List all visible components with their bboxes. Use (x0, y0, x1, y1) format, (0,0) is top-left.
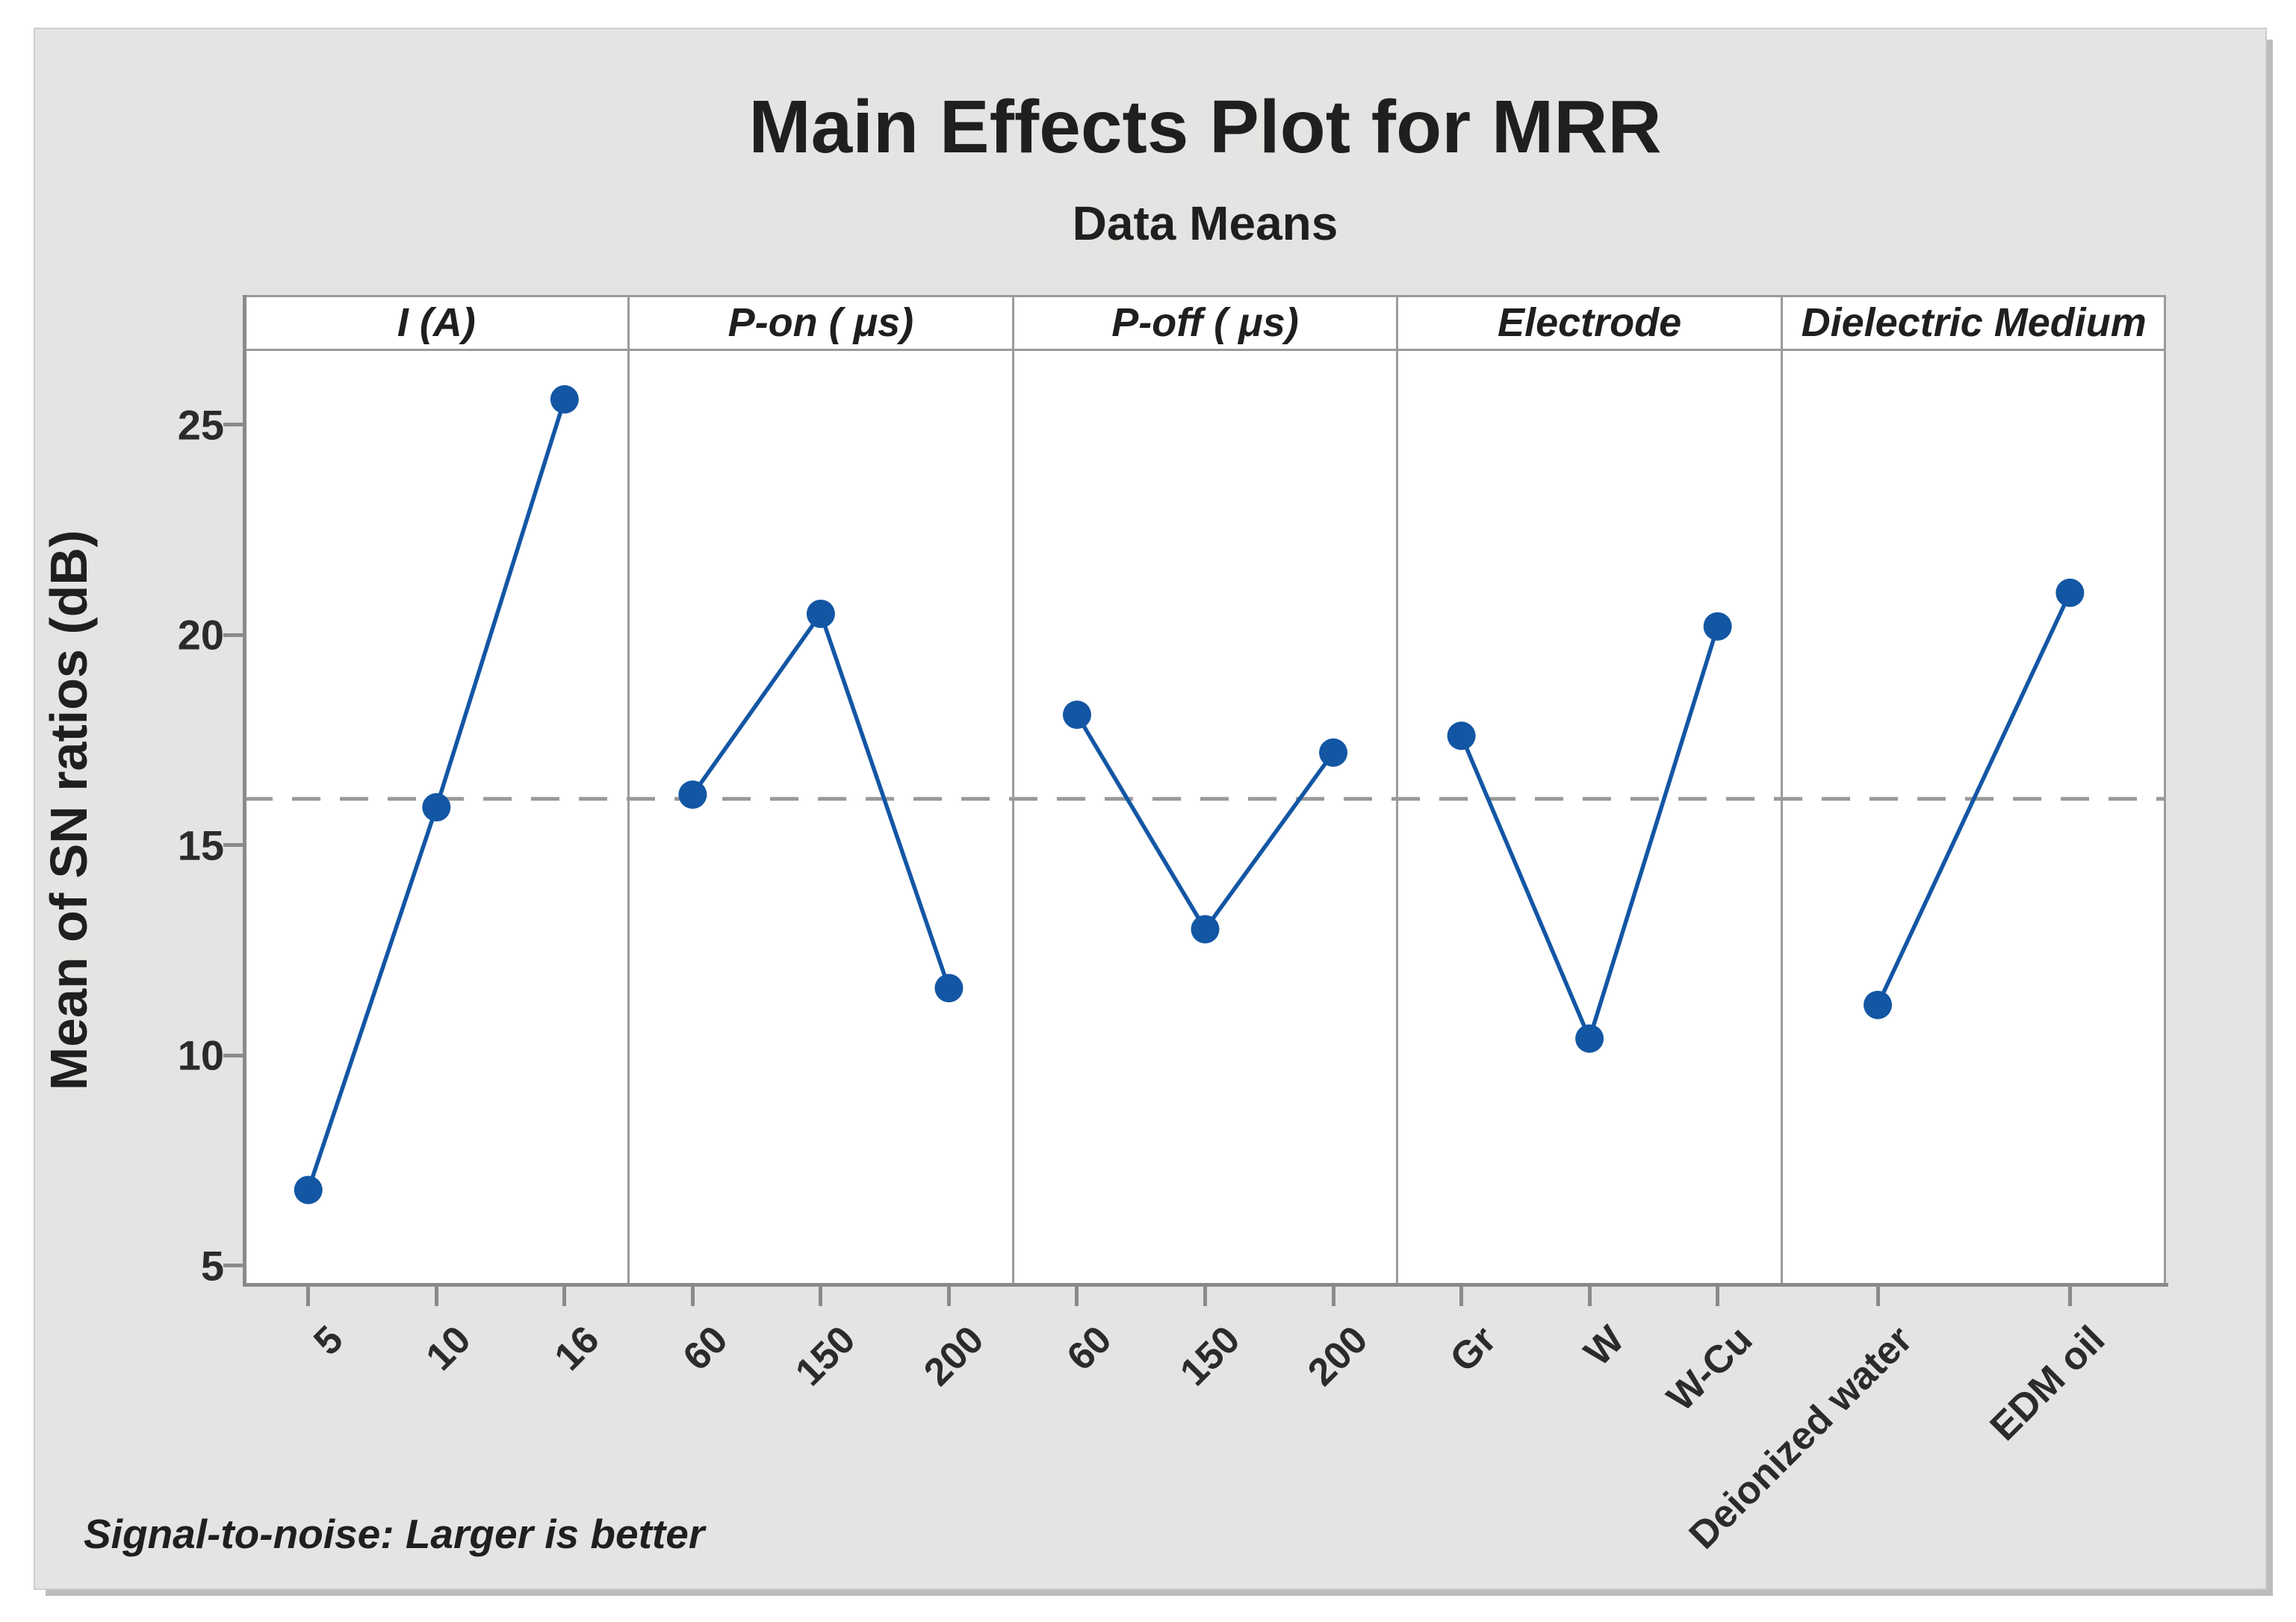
data-point-marker (422, 793, 451, 822)
y-tick-label: 10 (177, 1031, 224, 1079)
y-tick-label: 25 (177, 401, 224, 449)
chart-title: Main Effects Plot for MRR (748, 85, 1662, 169)
data-point-marker (1575, 1024, 1604, 1053)
data-point-marker (294, 1175, 323, 1205)
data-point-marker (1864, 990, 1893, 1019)
y-tick-label: 15 (177, 821, 224, 869)
panel-header: Dielectric Medium (1801, 300, 2147, 345)
data-point-marker (934, 974, 964, 1003)
x-axis-tick (306, 1287, 311, 1306)
y-tick-label: 20 (177, 611, 224, 659)
panel-divider (1780, 295, 1783, 1287)
data-point-marker (1062, 700, 1091, 730)
x-axis-tick (1716, 1287, 1720, 1306)
x-axis-tick (2067, 1287, 2072, 1306)
panel-header-underline (244, 349, 2166, 351)
y-axis-line (243, 295, 246, 1287)
x-axis-tick (1075, 1287, 1079, 1306)
data-point-marker (2055, 578, 2085, 607)
series-line (1075, 713, 1335, 933)
x-axis-tick (1875, 1287, 1880, 1306)
panel-divider (627, 295, 630, 1287)
data-point-marker (1447, 721, 1476, 751)
y-axis-title: Mean of SN ratios (dB) (40, 529, 98, 1091)
data-point-marker (1191, 915, 1220, 944)
panel-divider (1011, 295, 1014, 1287)
plot-area (244, 295, 2166, 1287)
data-point-marker (806, 599, 835, 628)
footnote: Signal-to-noise: Larger is better (84, 1511, 705, 1557)
y-axis-tick (223, 633, 244, 637)
chart-subtitle: Data Means (1072, 196, 1338, 250)
series-line (1875, 591, 2072, 1006)
y-axis-tick (223, 843, 244, 848)
y-axis-tick (223, 1264, 244, 1268)
panel-header: Electrode (1498, 300, 1682, 345)
x-axis-tick (1587, 1287, 1592, 1306)
y-axis-tick (223, 1053, 244, 1057)
data-point-marker (678, 780, 707, 810)
panel-header: I (A) (397, 300, 476, 345)
y-axis-tick (223, 423, 244, 427)
series-line (1459, 626, 1720, 1045)
data-point-marker (550, 385, 579, 414)
data-point-marker (1319, 738, 1348, 767)
panel-header: P-on ( μs) (727, 300, 914, 345)
x-axis-line (243, 1283, 2168, 1287)
x-axis-tick (434, 1287, 438, 1306)
x-axis-tick (562, 1287, 567, 1306)
panel-header: P-off ( μs) (1111, 300, 1299, 345)
x-axis-tick (1203, 1287, 1207, 1306)
x-axis-tick (1459, 1287, 1464, 1306)
data-point-marker (1703, 612, 1732, 641)
x-axis-tick (690, 1287, 695, 1306)
x-axis-tick (946, 1287, 951, 1306)
y-tick-label: 5 (200, 1242, 224, 1290)
x-axis-tick (1331, 1287, 1335, 1306)
x-axis-tick (819, 1287, 823, 1306)
chart-canvas (244, 385, 2166, 1205)
series-line (691, 609, 952, 989)
panel-divider (1396, 295, 1399, 1287)
